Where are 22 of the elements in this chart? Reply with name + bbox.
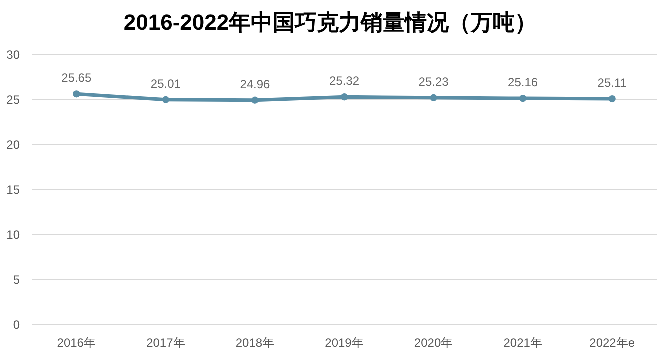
x-tick-label: 2018年 (236, 336, 275, 350)
y-tick-label: 5 (13, 273, 20, 288)
chart-title: 2016-2022年中国巧克力销量情况（万吨） (124, 10, 538, 35)
y-tick-label: 0 (13, 318, 20, 332)
y-tick-label: 25 (6, 93, 20, 108)
x-tick-label: 2021年 (504, 336, 542, 350)
y-tick-label: 20 (6, 138, 20, 152)
data-label: 25.32 (329, 74, 360, 88)
x-tick-label: 2016年 (57, 336, 96, 350)
data-label: 25.01 (150, 76, 182, 91)
data-label: 24.96 (240, 77, 271, 92)
x-tick-label: 2017年 (146, 336, 186, 350)
x-tick-label: 2019年 (325, 336, 364, 350)
data-label: 25.23 (418, 74, 450, 89)
x-tick-label: 2020年 (414, 336, 454, 350)
y-tick-label: 15 (6, 183, 20, 198)
data-label: 25.11 (598, 76, 628, 90)
data-label: 25.65 (62, 71, 92, 86)
y-tick-label: 10 (6, 228, 20, 242)
x-tick-label: 2022年e (590, 336, 636, 350)
data-label: 25.16 (508, 76, 538, 90)
y-tick-label: 30 (6, 48, 20, 62)
